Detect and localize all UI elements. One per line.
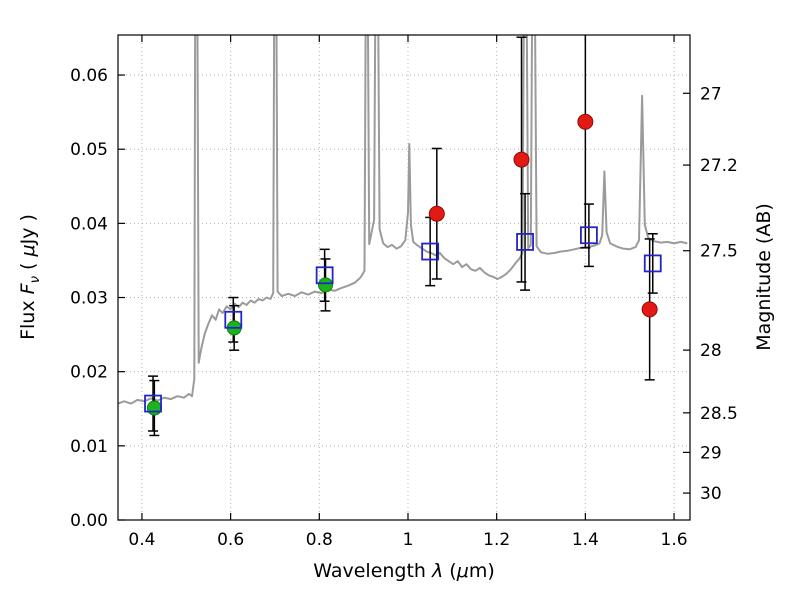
magnitude-tick-label: 27.5 [700,242,738,262]
grid-lines [118,35,690,521]
x-tick-label: 0.4 [128,530,155,550]
magnitude-tick-label: 30 [700,484,722,504]
blue-photometry-point [421,242,440,261]
flux-tick-label: 0.03 [70,289,108,309]
magnitude-tick-label: 29 [700,443,722,463]
x-tick-label: 0.8 [306,530,333,550]
magnitude-tick-label: 27.2 [700,156,738,176]
red-photometry-point [513,151,530,168]
flux-tick-label: 0.01 [70,437,108,457]
magnitude-tick-label: 28 [700,341,722,361]
tick-labels: 0.4 0.6 0.8 1 1.2 1.4 1.6 0.00 0.01 0.02 0.03 0.04 0… [70,66,738,550]
flux-tick-label: 0.00 [70,511,108,531]
magnitude-tick-label: 27 [700,84,722,104]
axes-frame [117,34,691,521]
flux-tick-label: 0.04 [70,214,108,234]
green-photometry-point [146,400,162,416]
red-photometry-point [641,301,658,318]
red-photometry-point [428,205,445,222]
blue-photometry-point [580,226,598,245]
flux-tick-label: 0.05 [70,140,108,160]
x-tick-label: 1.2 [483,530,510,550]
magnitude-tick-label: 28.5 [700,404,738,424]
x-tick-label: 0.6 [217,530,244,550]
x-tick-label: 1.4 [572,530,599,550]
flux-tick-label: 0.06 [70,66,108,86]
x-tick-label: 1.6 [661,530,688,550]
model-spectrum-line [118,35,688,405]
x-tick-label: 1 [403,530,414,550]
x-axis-label: Wavelength λ (μm) [313,560,495,582]
blue-photometry-point [315,266,334,285]
blue-photometry-point [224,310,243,329]
red-photometry-point [577,113,594,130]
blue-photometry-point [643,254,662,273]
flux-tick-label: 0.02 [70,363,108,383]
y-axis-label-left: Flux Fν ( μJy ) [17,214,43,340]
blue-photometry-point [144,394,162,413]
green-photometry-point [318,277,334,293]
blue-photometry-point [516,233,534,251]
y-axis-label-right: Magnitude (AB) [753,203,775,351]
axis-ticks [118,35,690,521]
